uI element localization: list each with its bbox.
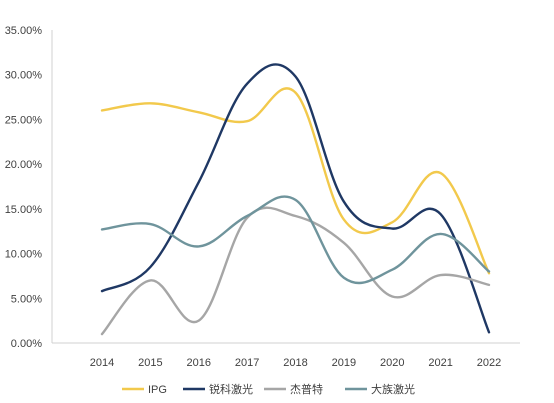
- x-tick-label: 2016: [187, 357, 211, 369]
- series-layer: [100, 63, 491, 336]
- x-axis: 2014 2015 2016 2017 2018 2019 2020 2021 2022: [52, 342, 520, 369]
- series-line-3: [100, 195, 491, 285]
- legend-item: 锐科激光: [183, 382, 253, 396]
- series-line-1: [100, 63, 491, 334]
- series-line-0: [100, 87, 491, 275]
- legend-item: IPG: [122, 384, 167, 396]
- x-tick-label: 2018: [283, 357, 307, 369]
- y-tick-label: 25.00%: [5, 114, 43, 126]
- legend-label: 大族激光: [371, 382, 415, 396]
- y-tick-label: 20.00%: [5, 159, 43, 171]
- series-line-2: [100, 206, 491, 336]
- y-tick-label: 35.00%: [5, 25, 43, 37]
- x-tick-label: 2014: [90, 357, 114, 369]
- y-axis: 0.00% 5.00% 10.00% 15.00% 20.00% 25.00% 30.00%…: [5, 25, 53, 350]
- y-tick-label: 0.00%: [11, 338, 42, 350]
- x-tick-label: 2020: [380, 357, 404, 369]
- y-tick-label: 30.00%: [5, 70, 43, 82]
- x-tick-label: 2015: [138, 357, 162, 369]
- y-tick-label: 10.00%: [5, 249, 43, 261]
- y-tick-label: 5.00%: [11, 293, 42, 305]
- legend-label: 杰普特: [290, 382, 323, 396]
- x-tick-label: 2021: [428, 357, 452, 369]
- legend-label: 锐科激光: [209, 382, 253, 396]
- legend-item: 大族激光: [345, 382, 415, 396]
- x-tick-label: 2017: [235, 357, 259, 369]
- x-tick-label: 2022: [477, 357, 501, 369]
- legend-label: IPG: [148, 384, 167, 396]
- y-tick-label: 15.00%: [5, 204, 43, 216]
- x-tick-label: 2019: [332, 357, 356, 369]
- legend: IPG 锐科激光 杰普特 大族激光: [122, 382, 415, 396]
- legend-item: 杰普特: [264, 382, 323, 396]
